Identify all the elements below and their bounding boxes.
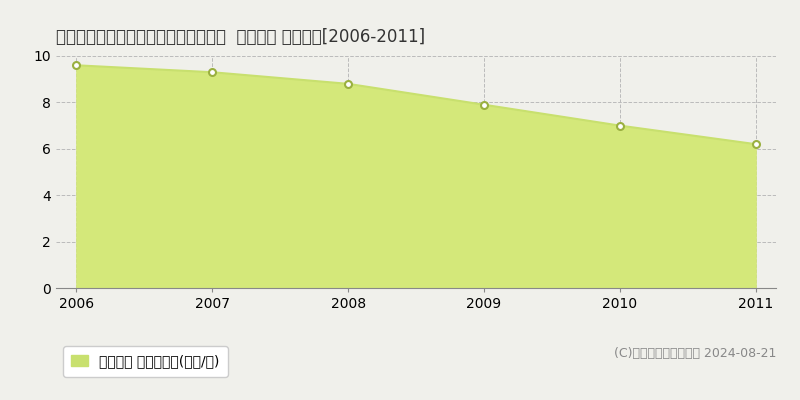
Text: 宮城県登米市南方町鴻ノ木８３番１外  地価公示 地価推移[2006-2011]: 宮城県登米市南方町鴻ノ木８３番１外 地価公示 地価推移[2006-2011] <box>56 28 425 46</box>
Legend: 地価公示 平均坪単価(万円/坪): 地価公示 平均坪単価(万円/坪) <box>63 346 228 377</box>
Text: (C)土地価格ドットコム 2024-08-21: (C)土地価格ドットコム 2024-08-21 <box>614 347 776 360</box>
